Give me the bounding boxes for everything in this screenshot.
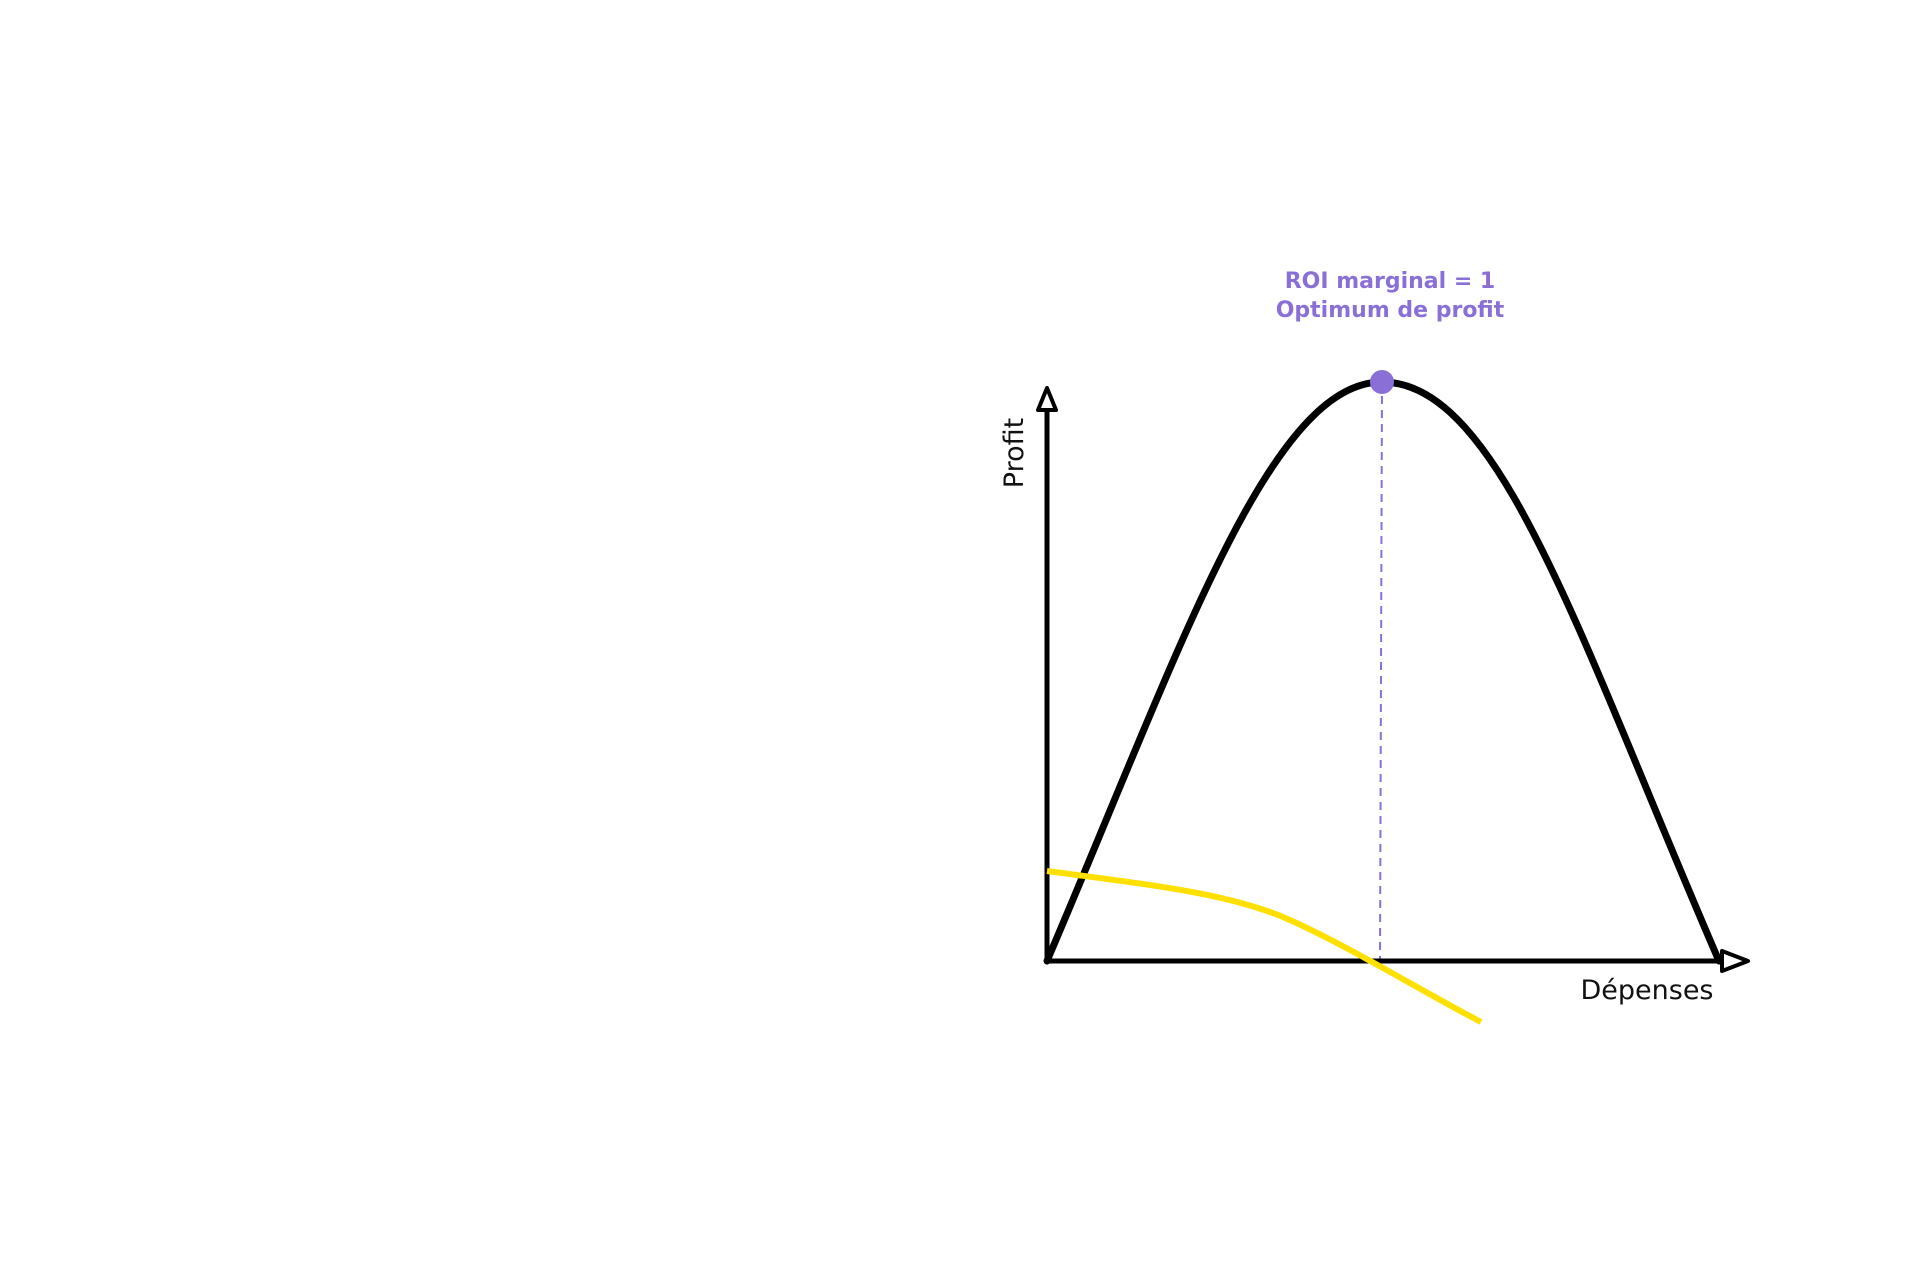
y-arrow: [1036, 386, 1058, 412]
annotation-line: ROI marginal = 1: [1285, 269, 1496, 294]
roi-curve: [1046, 868, 1483, 1025]
x-axis-label: Dépenses: [1580, 975, 1713, 1006]
annotation-line: Optimum de profit: [1276, 298, 1505, 323]
optimum-line: [1379, 381, 1383, 962]
optimum-point: [1370, 370, 1394, 394]
y-axis-label: Profit: [999, 418, 1030, 488]
